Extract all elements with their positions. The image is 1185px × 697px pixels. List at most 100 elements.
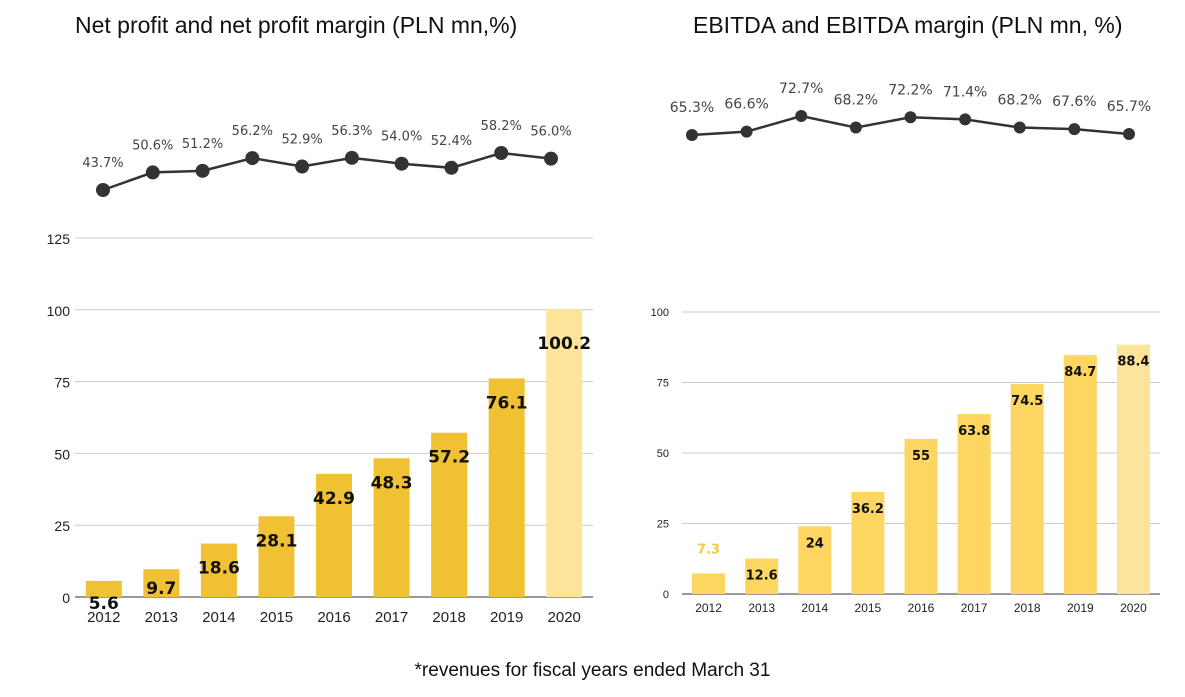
margin-label: 66.6% (724, 97, 768, 113)
margin-label: 52.9% (281, 133, 322, 148)
bar (200, 543, 237, 597)
margin-point (959, 113, 972, 126)
y-tick-label: 100 (47, 303, 71, 319)
y-tick-label: 25 (657, 519, 669, 531)
ebitda-chart: 0 25 50 75 100 2012 7.3 2013 12.6 2014 24 2015 36.2 2… (651, 81, 1160, 615)
y-tick-label: 100 (651, 307, 669, 319)
y-tick-label: 50 (657, 448, 669, 460)
margin-label: 52.4% (431, 134, 472, 149)
margin-label: 56.0% (530, 125, 571, 140)
bar-value-label: 55 (912, 449, 930, 464)
margin-label: 56.3% (331, 124, 372, 139)
footnote: *revenues for fiscal years ended March 3… (414, 660, 771, 681)
margin-point (544, 151, 558, 166)
y-tick-label: 0 (663, 589, 669, 601)
x-tick-label: 2020 (548, 609, 581, 626)
bar-value-label: 74.5 (1011, 394, 1043, 409)
bar-value-label: 36.2 (852, 502, 884, 517)
bar-value-label: 12.6 (746, 568, 778, 583)
bar-value-label: 7.3 (697, 542, 720, 557)
bar (798, 526, 832, 594)
net-profit-chart-title: Net profit and net profit margin (PLN mn… (75, 12, 518, 38)
x-tick-label: 2017 (375, 609, 408, 626)
margin-point (145, 165, 160, 180)
margin-label: 68.2% (998, 93, 1042, 109)
bar (957, 414, 991, 594)
y-tick-label: 125 (47, 231, 71, 247)
margin-point (740, 125, 753, 138)
margin-point (686, 129, 698, 141)
bar-value-label: 84.7 (1064, 365, 1096, 380)
margin-label: 67.6% (1052, 94, 1096, 110)
margin-point (849, 121, 862, 134)
bar (85, 580, 122, 597)
x-tick-label: 2015 (855, 601, 882, 615)
x-tick-label: 2012 (695, 601, 722, 615)
margin-label: 65.7% (1107, 99, 1151, 115)
margin-label: 58.2% (481, 119, 522, 134)
margin-point (904, 111, 917, 124)
bar (1116, 344, 1150, 594)
x-tick-label: 2015 (260, 609, 293, 626)
bar-value-label: 18.6 (198, 559, 240, 579)
x-tick-label: 2014 (202, 609, 235, 626)
margin-label: 54.0% (381, 130, 422, 145)
margin-point (1123, 127, 1135, 140)
margin-label: 56.2% (232, 124, 273, 139)
bar (316, 473, 352, 597)
bar (143, 569, 180, 597)
margin-point (195, 163, 210, 178)
bar (373, 458, 410, 597)
x-tick-label: 2019 (490, 609, 523, 626)
margin-point (245, 151, 260, 166)
margin-point (344, 150, 359, 165)
bar (431, 432, 468, 597)
y-tick-label: 75 (657, 378, 669, 390)
margin-line (102, 151, 552, 192)
x-tick-label: 2013 (748, 601, 775, 615)
bar (488, 378, 525, 597)
margin-label: 72.7% (779, 81, 823, 97)
x-tick-label: 2018 (432, 609, 465, 626)
bar-value-label: 76.1 (486, 393, 528, 413)
bar-value-label: 48.3 (371, 473, 413, 493)
bar-value-label: 5.6 (89, 594, 119, 614)
x-tick-label: 2018 (1014, 601, 1041, 615)
bar-value-label: 42.9 (313, 489, 355, 509)
margin-point (394, 156, 409, 171)
bar-value-label: 9.7 (146, 579, 176, 599)
bar (904, 438, 938, 594)
x-tick-label: 2014 (801, 601, 828, 615)
margin-label: 43.7% (82, 156, 123, 171)
bar-value-label: 24 (806, 536, 824, 551)
margin-point (295, 159, 310, 174)
y-tick-label: 25 (54, 518, 70, 534)
bar-value-label: 88.4 (1117, 355, 1149, 370)
bar (692, 573, 726, 594)
x-tick-label: 2017 (961, 601, 988, 615)
margin-label: 72.2% (888, 82, 932, 98)
bar-value-label: 100.2 (537, 334, 591, 354)
margin-point (1068, 123, 1081, 136)
y-tick-label: 50 (54, 446, 70, 462)
x-tick-label: 2020 (1120, 601, 1147, 615)
bar-value-label: 28.1 (255, 531, 297, 551)
y-tick-label: 0 (62, 590, 70, 606)
bar (258, 516, 295, 597)
margin-point (494, 146, 509, 160)
margin-point (444, 160, 459, 175)
margin-point (795, 110, 808, 122)
bar (1010, 383, 1044, 594)
bar (1063, 355, 1097, 594)
x-tick-label: 2016 (317, 609, 350, 626)
margin-label: 51.2% (182, 137, 223, 152)
bar (851, 491, 885, 594)
bar-value-label: 57.2 (428, 448, 470, 468)
margin-label: 71.4% (943, 84, 987, 100)
bar (546, 309, 583, 597)
margin-label: 65.3% (670, 100, 714, 116)
y-tick-label: 75 (54, 375, 70, 391)
margin-point (96, 183, 110, 197)
